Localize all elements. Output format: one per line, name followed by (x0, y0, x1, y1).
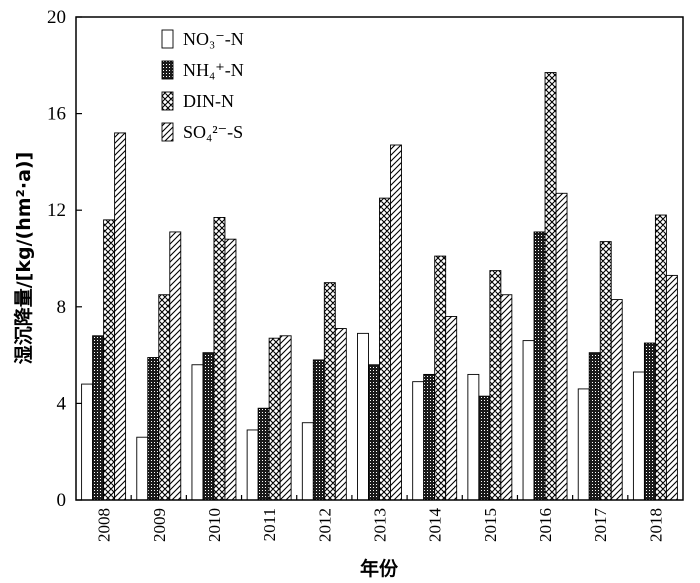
bar-din-n-2018 (654, 214, 667, 501)
bar-din-n-2016 (544, 72, 557, 501)
x-tick-label: 2011 (260, 508, 279, 541)
bar-din-n-2010 (213, 216, 226, 501)
bar-nh-n-2009 (147, 357, 160, 501)
y-tick-label: 12 (47, 200, 66, 221)
bar-nh-n-2015 (478, 395, 491, 501)
bar-no-n-2012 (301, 422, 314, 501)
legend: NO₃⁻-N NH₄⁺-N DIN-N SO₄²⁻-S (161, 29, 244, 142)
x-tick-label: 2016 (536, 508, 555, 542)
x-tick-label: 2017 (591, 508, 610, 543)
y-tick-label: 16 (47, 104, 66, 125)
bar-so-s-2014 (445, 316, 458, 501)
bar-nh-n-2018 (643, 342, 656, 501)
bar-no-n-2017 (577, 388, 590, 501)
bar-din-n-2014 (434, 255, 447, 501)
legend-swatch-no-n (161, 29, 174, 49)
bar-no-n-2010 (191, 364, 204, 501)
bar-so-s-2008 (114, 132, 127, 501)
bar-so-s-2017 (610, 299, 623, 501)
bar-so-s-2010 (224, 238, 237, 501)
bar-so-s-2015 (500, 294, 513, 501)
bar-so-s-2016 (555, 192, 568, 501)
legend-swatch-din-n (161, 91, 174, 111)
bar-nh-n-2010 (202, 352, 215, 501)
legend-swatch-so-s (161, 122, 174, 142)
bar-nh-n-2012 (312, 359, 325, 501)
legend-swatch-nh-n (161, 60, 174, 80)
x-tick-label: 2014 (426, 508, 445, 543)
bar-din-n-2013 (379, 197, 391, 501)
bar-din-n-2012 (323, 282, 336, 501)
bar-no-n-2015 (467, 373, 480, 501)
legend-label-no-n: NO₃⁻-N (183, 29, 244, 49)
x-tick-label: 2015 (481, 508, 500, 542)
bar-no-n-2018 (632, 371, 645, 501)
bar-so-s-2011 (279, 335, 292, 501)
bar-no-n-2016 (522, 340, 535, 501)
bar-nh-n-2014 (423, 373, 436, 501)
y-tick-label: 0 (57, 490, 67, 511)
legend-label-so-s: SO₄²⁻-S (183, 122, 243, 142)
bar-nh-n-2016 (533, 231, 546, 501)
x-tick-label: 2010 (205, 508, 224, 542)
legend-label-nh-n: NH₄⁺-N (183, 60, 244, 80)
x-tick-label: 2018 (646, 508, 665, 542)
x-axis: 2008 2009 2010 2011 2012 2013 2014 2015 2016 2017… (95, 495, 665, 543)
bar-din-n-2015 (489, 270, 502, 501)
bar-din-n-2009 (158, 294, 171, 501)
bar-din-n-2008 (103, 219, 116, 501)
bar-so-s-2009 (169, 231, 182, 501)
x-axis-title: 年份 (360, 557, 399, 580)
y-axis-title: 湿沉降量/[kg/(hm²·a)] (12, 152, 35, 365)
bar-so-s-2012 (334, 328, 347, 501)
y-tick-label: 20 (47, 7, 66, 28)
bar-din-n-2017 (599, 241, 612, 501)
bar-no-n-2009 (136, 436, 149, 501)
y-tick-label: 4 (57, 393, 67, 414)
bar-no-n-2014 (412, 381, 425, 501)
bar-no-n-2013 (357, 332, 369, 501)
bar-nh-n-2017 (588, 352, 601, 501)
y-tick-label: 8 (57, 297, 67, 318)
legend-label-din-n: DIN-N (183, 91, 234, 111)
bar-nh-n-2011 (257, 407, 270, 501)
plot-frame (75, 16, 684, 501)
x-tick-label: 2013 (371, 508, 390, 542)
bar-din-n-2011 (268, 337, 281, 501)
x-tick-label: 2012 (315, 508, 334, 542)
bars-group (81, 72, 678, 501)
x-tick-label: 2009 (150, 508, 169, 542)
bar-so-s-2013 (390, 144, 402, 501)
bar-nh-n-2008 (92, 335, 105, 501)
x-tick-label: 2008 (95, 508, 114, 542)
bar-no-n-2011 (246, 429, 259, 501)
bar-nh-n-2013 (368, 364, 380, 501)
bar-so-s-2018 (665, 274, 678, 501)
bar-no-n-2008 (81, 383, 94, 501)
